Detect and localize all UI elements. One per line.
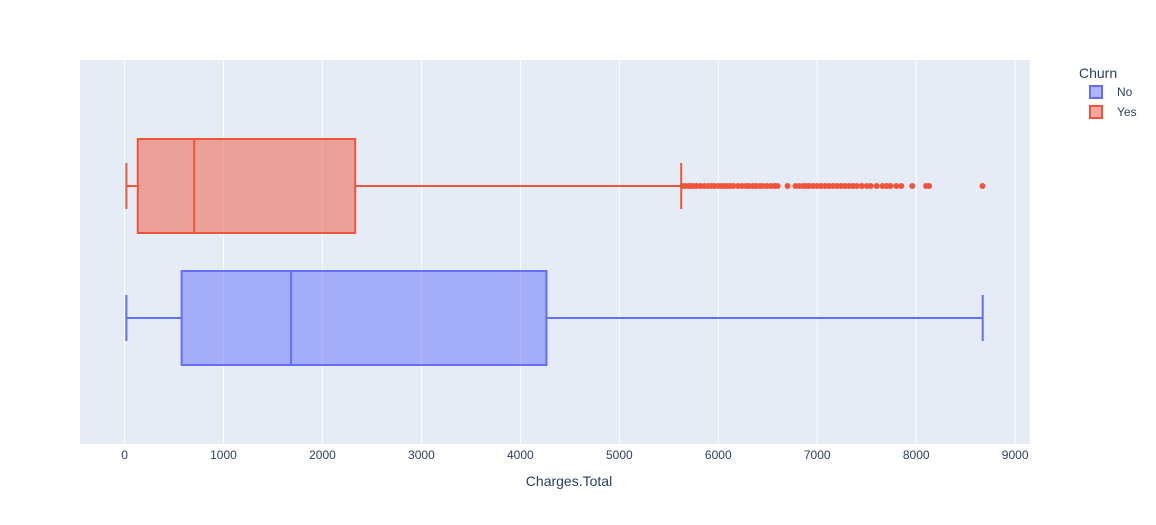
outlier-point-yes-56 [909, 183, 916, 189]
legend-item-no: No [1089, 85, 1133, 99]
outlier-point-yes-47 [858, 183, 865, 189]
legend-label-yes: Yes [1117, 105, 1137, 119]
legend-item-yes: Yes [1089, 105, 1137, 119]
x-tick-label-8000: 8000 [903, 448, 930, 462]
legend: Churn No Yes [1079, 65, 1137, 119]
legend-title: Churn [1079, 65, 1117, 81]
outlier-point-yes-46 [853, 183, 860, 189]
x-tick-label-6000: 6000 [705, 448, 732, 462]
legend-items: No Yes [1089, 85, 1137, 119]
outlier-point-yes-58 [926, 183, 933, 189]
outlier-point-yes-28 [774, 183, 781, 189]
gridlines [124, 60, 1016, 444]
x-tick-label-4000: 4000 [507, 448, 534, 462]
iqr-box-no [180, 270, 548, 366]
outlier-point-yes-55 [898, 183, 905, 189]
x-tick-label-0: 0 [121, 448, 128, 462]
x-tick-label-7000: 7000 [804, 448, 831, 462]
outlier-point-yes-50 [873, 183, 880, 189]
x-tick-labels: 0 1000 2000 3000 4000 5000 6000 7000 8000 9000 [121, 448, 1029, 462]
outlier-point-yes-59 [979, 183, 986, 189]
outlier-point-yes-29 [784, 183, 791, 189]
x-tick-label-9000: 9000 [1002, 448, 1029, 462]
x-tick-label-1000: 1000 [210, 448, 237, 462]
iqr-box-yes [136, 138, 357, 234]
x-tick-label-5000: 5000 [606, 448, 633, 462]
box-no [125, 270, 984, 366]
legend-label-no: No [1117, 85, 1133, 99]
x-tick-label-2000: 2000 [309, 448, 336, 462]
outlier-point-yes-49 [867, 183, 874, 189]
box-yes [125, 138, 986, 234]
x-tick-label-3000: 3000 [408, 448, 435, 462]
plot-background [80, 60, 1030, 444]
outlier-point-yes-54 [893, 183, 900, 189]
outlier-point-yes-53 [887, 183, 894, 189]
legend-swatch-yes [1089, 105, 1103, 119]
x-axis-title: Charges.Total [526, 473, 612, 489]
outlier-point-yes-16 [730, 183, 737, 189]
legend-swatch-no [1089, 85, 1103, 99]
box-traces [125, 138, 986, 366]
